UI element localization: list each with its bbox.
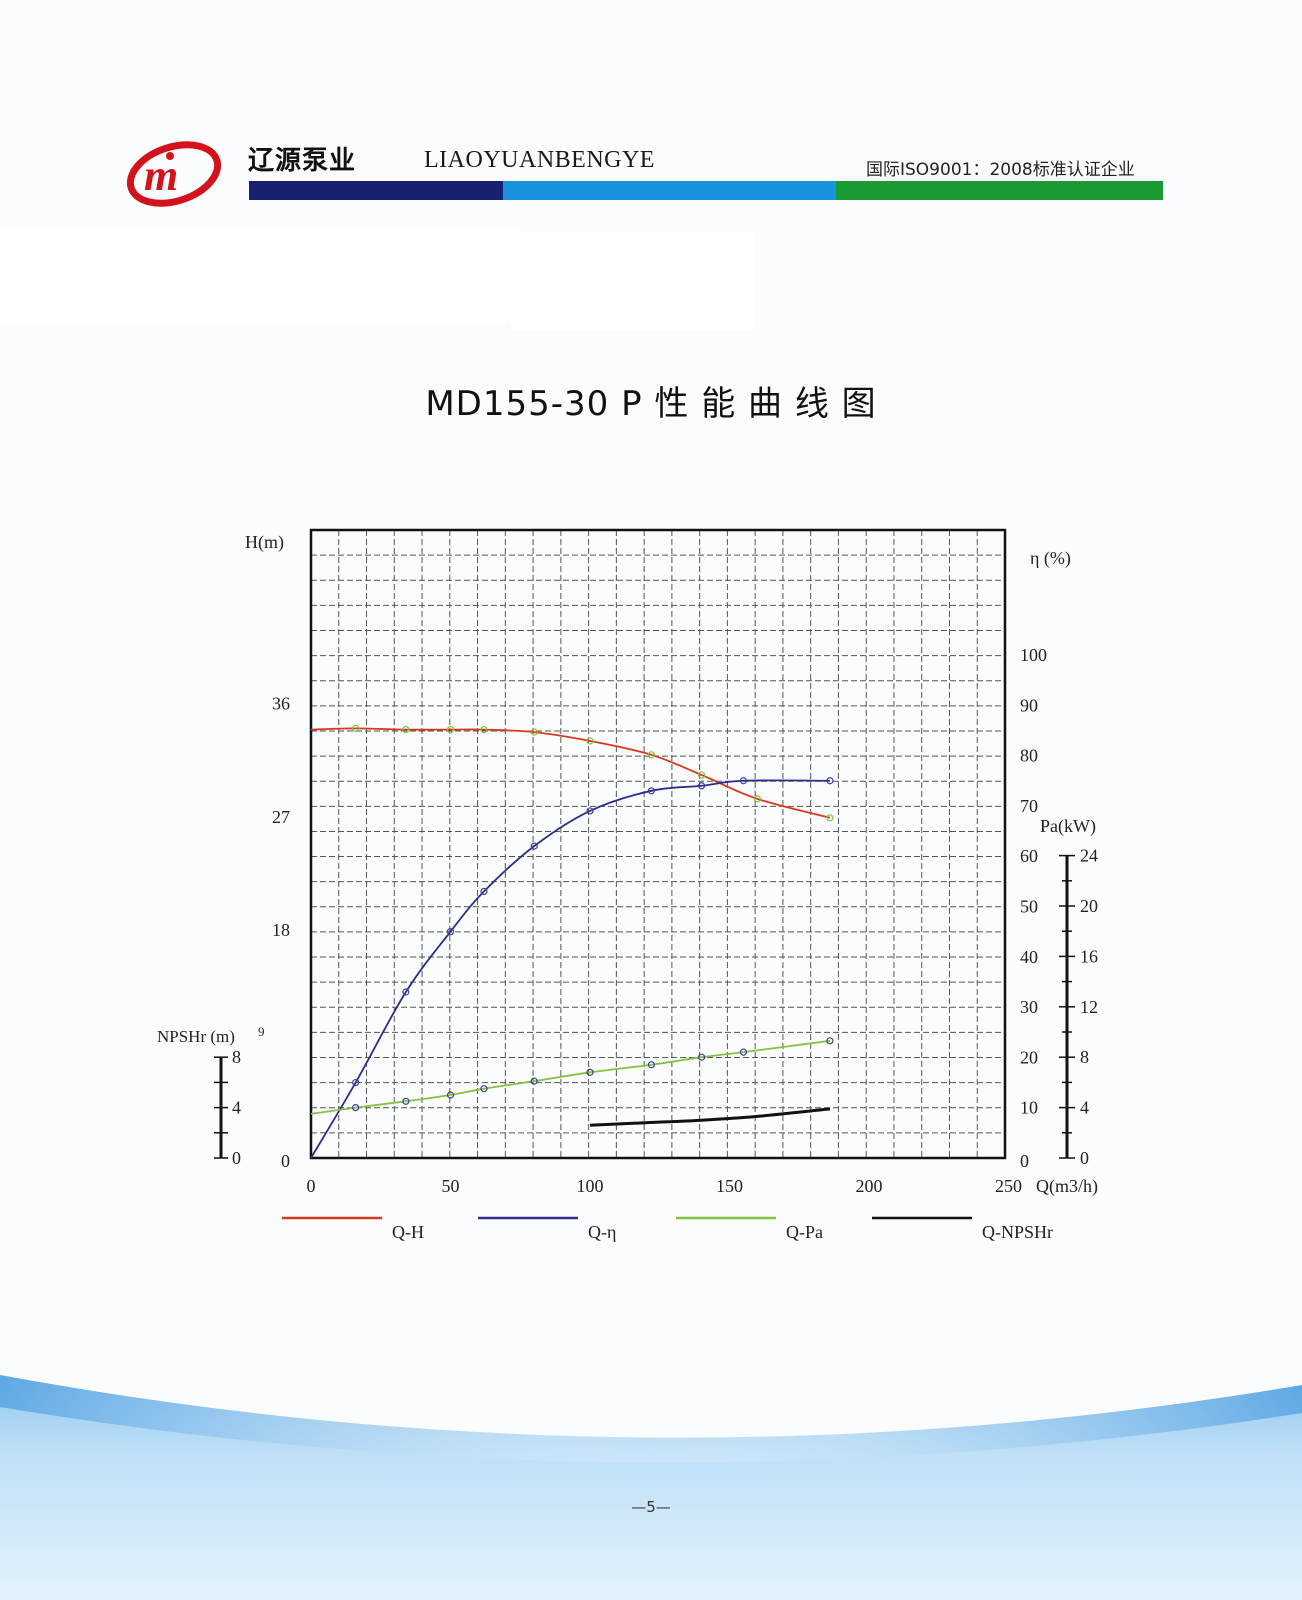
data-point-Q-H (352, 724, 360, 732)
npshr-tick-label: 0 (232, 1148, 241, 1168)
eta-tick-label: 50 (1020, 897, 1038, 917)
data-point-Q-Pa (352, 1103, 360, 1112)
pa-tick-label: 12 (1080, 997, 1098, 1017)
data-point-Q-Pa (739, 1048, 748, 1056)
blank-block (510, 232, 755, 330)
svg-text:m: m (144, 151, 178, 200)
npshr-tick-label: 4 (232, 1098, 241, 1118)
x-tick-label: 0 (307, 1176, 316, 1196)
certification-text: 国际ISO9001：2008标准认证企业 (866, 160, 1135, 180)
data-point-Q-Pa (647, 1061, 655, 1069)
eta-axis-label: η (%) (1030, 548, 1071, 569)
data-point-Q-H (647, 751, 655, 759)
data-point-Q-η (480, 887, 488, 896)
series-line-Q-Pa (310, 1039, 831, 1115)
data-point-Q-Pa (826, 1037, 834, 1045)
header-stripe-navy (249, 181, 503, 200)
eta-tick-label: 0 (1020, 1151, 1029, 1171)
data-point-Q-Pa (480, 1085, 488, 1093)
pa-tick-label: 0 (1080, 1148, 1089, 1168)
header-stripe-green (836, 181, 1163, 200)
legend-label-Q-Pa: Q-Pa (786, 1222, 823, 1242)
series-line-Q-η (310, 779, 830, 1159)
x-tick-label: 150 (716, 1176, 743, 1196)
x-axis-label: Q(m3/h) (1036, 1176, 1098, 1197)
data-point-Q-H (697, 771, 706, 779)
data-point-Q-Pa (530, 1077, 538, 1085)
data-point-Q-H (826, 814, 834, 822)
data-point-Q-Pa (402, 1097, 410, 1105)
h-tick-label: 18 (272, 920, 290, 940)
page-number: —5— (631, 1498, 671, 1516)
chart-series (310, 724, 834, 1159)
data-point-Q-H (586, 737, 594, 745)
npshr-extra-tick: 9 (258, 1024, 265, 1039)
x-tick-label: 250 (995, 1176, 1022, 1196)
data-point-Q-η (530, 842, 538, 850)
blank-block (0, 228, 520, 323)
series-line-Q-NPSHr (589, 1107, 831, 1127)
eta-tick-label: 10 (1020, 1098, 1038, 1118)
brand-name-english: LIAOYUANBENGYE (424, 147, 655, 173)
x-tick-label: 50 (442, 1176, 460, 1196)
eta-tick-label: 30 (1020, 997, 1038, 1017)
data-point-Q-η (647, 787, 655, 795)
data-point-Q-H (753, 795, 762, 803)
x-tick-label: 100 (577, 1176, 604, 1196)
legend-label-Q-H: Q-H (392, 1222, 424, 1242)
h-tick-label: 27 (272, 807, 290, 827)
data-point-Q-η (697, 782, 706, 790)
data-point-Q-H (402, 725, 410, 734)
chart-legend: Q-H Q-η Q-Pa Q-NPSHr (282, 1216, 1053, 1242)
series-line-Q-H (310, 727, 831, 819)
data-point-Q-Pa (697, 1053, 706, 1061)
x-tick-label: 200 (856, 1176, 883, 1196)
brand-name-chinese: 辽源泵业 (248, 146, 357, 176)
eta-tick-label: 60 (1020, 846, 1038, 866)
company-logo: m (126, 141, 222, 207)
pa-tick-label: 24 (1080, 846, 1098, 866)
data-point-Q-H (480, 725, 488, 734)
pa-tick-label: 16 (1080, 946, 1098, 966)
data-point-Q-η (586, 807, 594, 815)
plot-frame (309, 528, 1007, 1160)
data-point-Q-η (402, 988, 410, 996)
eta-tick-label: 90 (1020, 695, 1038, 715)
legend-label-Q-NPSHr: Q-NPSHr (982, 1222, 1053, 1242)
pa-tick-label: 8 (1080, 1047, 1089, 1067)
h-axis-label: H(m) (245, 532, 284, 553)
pa-axis-label: Pa(kW) (1040, 816, 1096, 837)
header-stripe-blue (503, 181, 836, 200)
h-tick-label: 36 (272, 693, 290, 713)
footer-wave (0, 1375, 1302, 1600)
eta-tick-label: 20 (1020, 1047, 1038, 1067)
legend-label-Q-η: Q-η (588, 1222, 616, 1242)
data-point-Q-η (352, 1078, 360, 1087)
data-point-Q-η (826, 777, 834, 785)
data-point-Q-H (530, 728, 538, 736)
pa-tick-label: 4 (1080, 1098, 1089, 1118)
eta-tick-label: 70 (1020, 796, 1038, 816)
data-point-Q-η (446, 928, 455, 936)
eta-tick-label: 80 (1020, 746, 1038, 766)
chart-title: MD155-30 P 性 能 曲 线 图 (425, 384, 877, 424)
data-point-Q-Pa (586, 1068, 594, 1076)
data-point-Q-H (446, 725, 455, 734)
pa-tick-label: 20 (1080, 896, 1098, 916)
eta-tick-label: 40 (1020, 947, 1038, 967)
data-point-Q-Pa (446, 1091, 455, 1099)
npshr-axis-label: NPSHr (m) (157, 1027, 235, 1046)
eta-tick-label: 100 (1020, 645, 1047, 665)
data-point-Q-η (739, 777, 748, 785)
chart-grid (311, 530, 1005, 1158)
h-tick-label: 0 (281, 1151, 290, 1171)
npshr-tick-label: 8 (232, 1047, 241, 1067)
